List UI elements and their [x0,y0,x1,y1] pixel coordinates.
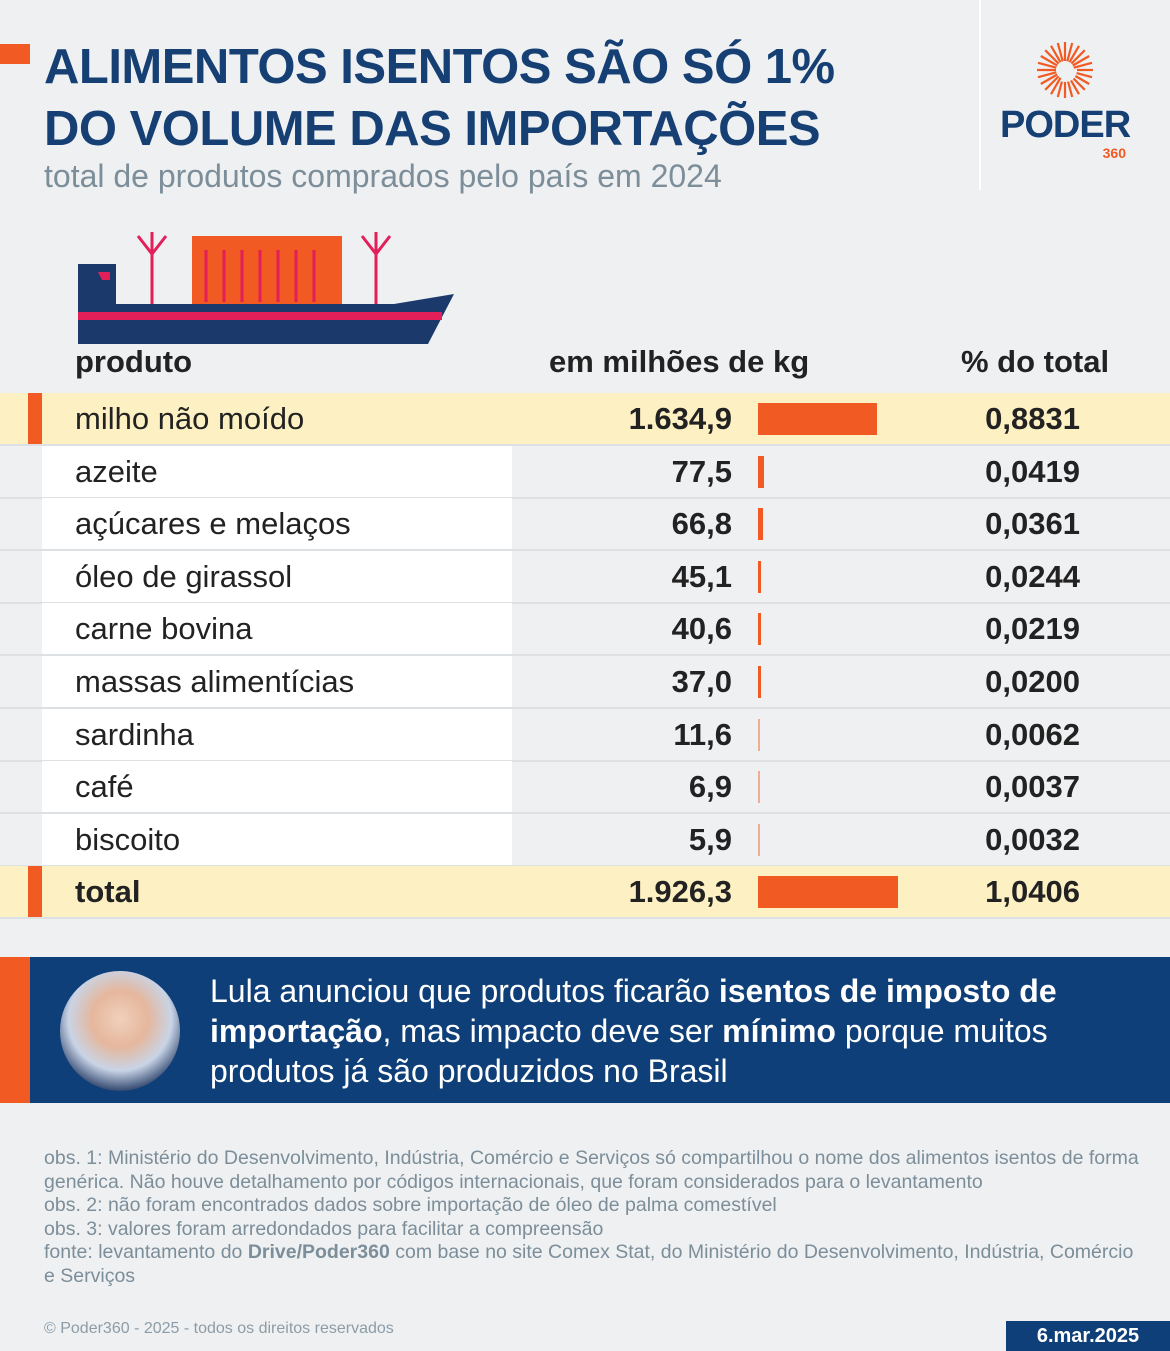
table-row: carne bovina 40,6 0,0219 [0,603,1170,657]
product-name: óleo de girassol [75,558,293,594]
page-title: ALIMENTOS ISENTOS SÃO SÓ 1% DO VOLUME DA… [44,36,835,160]
column-header-produto: produto [75,344,193,379]
kg-value: 11,6 [673,716,732,752]
pct-value: 1,0406 [985,874,1080,910]
ship-icon [78,232,454,344]
kg-value: 1.634,9 [628,401,732,436]
table-row: café 6,9 0,0037 [0,761,1170,815]
total-row: total 1.926,3 1,0406 [0,866,1170,920]
row-bg [42,708,512,760]
table-row: milho não moído 1.634,9 0,8831 [0,393,1170,446]
pct-value: 0,0361 [985,506,1080,542]
subtitle: total de produtos comprados pelo país em… [44,158,722,194]
sun-icon [1037,42,1093,98]
value-bar [758,876,898,909]
product-name: sardinha [75,716,194,752]
row-marker [28,866,42,918]
product-name: açúcares e melaços [75,506,351,542]
row-bg [42,550,512,602]
value-bar [758,666,761,698]
table-row: biscoito 5,9 0,0032 [0,813,1170,867]
value-bar [758,560,762,593]
copyright: © Poder360 - 2025 - todos os direitos re… [44,1320,394,1337]
table-row: açúcares e melaços 66,8 0,0361 [0,498,1170,552]
lula-photo [60,971,180,1091]
column-header-kg: em milhões de kg [549,344,810,379]
date-badge: 6.mar.2025 [1006,1321,1170,1351]
title-line-2: DO VOLUME DAS IMPORTAÇÕES [44,102,821,156]
table-row: massas alimentícias 37,0 0,0200 [0,656,1170,709]
value-bar [758,823,760,856]
product-name: massas alimentícias [75,664,355,699]
table-row: óleo de girassol 45,1 0,0244 [0,550,1170,604]
banner-accent [0,957,30,1103]
value-bar [758,771,760,804]
row-bg [42,761,512,813]
logo-number: 360 [1102,145,1126,161]
divider [979,0,981,190]
product-name: carne bovina [75,611,253,647]
value-bar [758,508,763,541]
pct-value: 0,0244 [985,558,1080,594]
column-header-pct: % do total [961,344,1110,379]
pct-value: 0,0062 [985,716,1080,752]
pct-value: 0,0200 [985,664,1080,699]
kg-value: 5,9 [688,821,732,857]
note-3: obs. 3: valores foram arredondados para … [44,1217,604,1240]
note-2: obs. 2: não foram encontrados dados sobr… [44,1194,777,1216]
poder360-logo: PODER 360 [1000,40,1131,161]
table-row: azeite 77,5 0,0419 [0,445,1170,499]
pct-value: 0,0037 [985,769,1080,805]
pct-value: 0,0032 [985,821,1080,857]
table-row: sardinha 11,6 0,0062 [0,708,1170,762]
value-bar [758,455,764,488]
product-name: café [75,769,134,805]
product-name: azeite [75,453,158,489]
kg-value: 77,5 [671,453,732,489]
row-marker [28,393,42,444]
value-bar [758,718,760,751]
row-bg [42,656,512,707]
kg-value: 45,1 [671,558,732,594]
row-bg [42,813,512,865]
pct-value: 0,0419 [985,453,1080,489]
value-bar [758,403,877,435]
kg-value: 6,9 [688,769,732,805]
accent-mark [0,44,30,64]
product-name: milho não moído [75,401,305,436]
pct-value: 0,0219 [985,611,1080,647]
product-name: total [75,874,141,910]
banner-text: Lula anunciou que produtos ficarão isent… [210,973,1057,1089]
row-bg [42,603,512,655]
notes: obs. 1: Ministério do Desenvolvimento, I… [44,1147,1144,1288]
note-1: obs. 1: Ministério do Desenvolvimento, I… [44,1147,1139,1193]
logo-name: PODER [1000,104,1131,146]
value-bar [758,613,761,646]
kg-value: 66,8 [671,506,732,542]
source: fonte: levantamento do Drive/Poder360 co… [44,1241,1134,1287]
quote-banner: Lula anunciou que produtos ficarão isent… [0,957,1170,1103]
row-bg [42,498,512,550]
title-line-1: ALIMENTOS ISENTOS SÃO SÓ 1% [44,40,835,94]
row-bg [42,445,512,497]
pct-value: 0,8831 [985,401,1080,436]
kg-value: 1.926,3 [628,874,732,910]
product-name: biscoito [75,821,181,857]
kg-value: 40,6 [671,611,732,647]
kg-value: 37,0 [671,664,732,699]
